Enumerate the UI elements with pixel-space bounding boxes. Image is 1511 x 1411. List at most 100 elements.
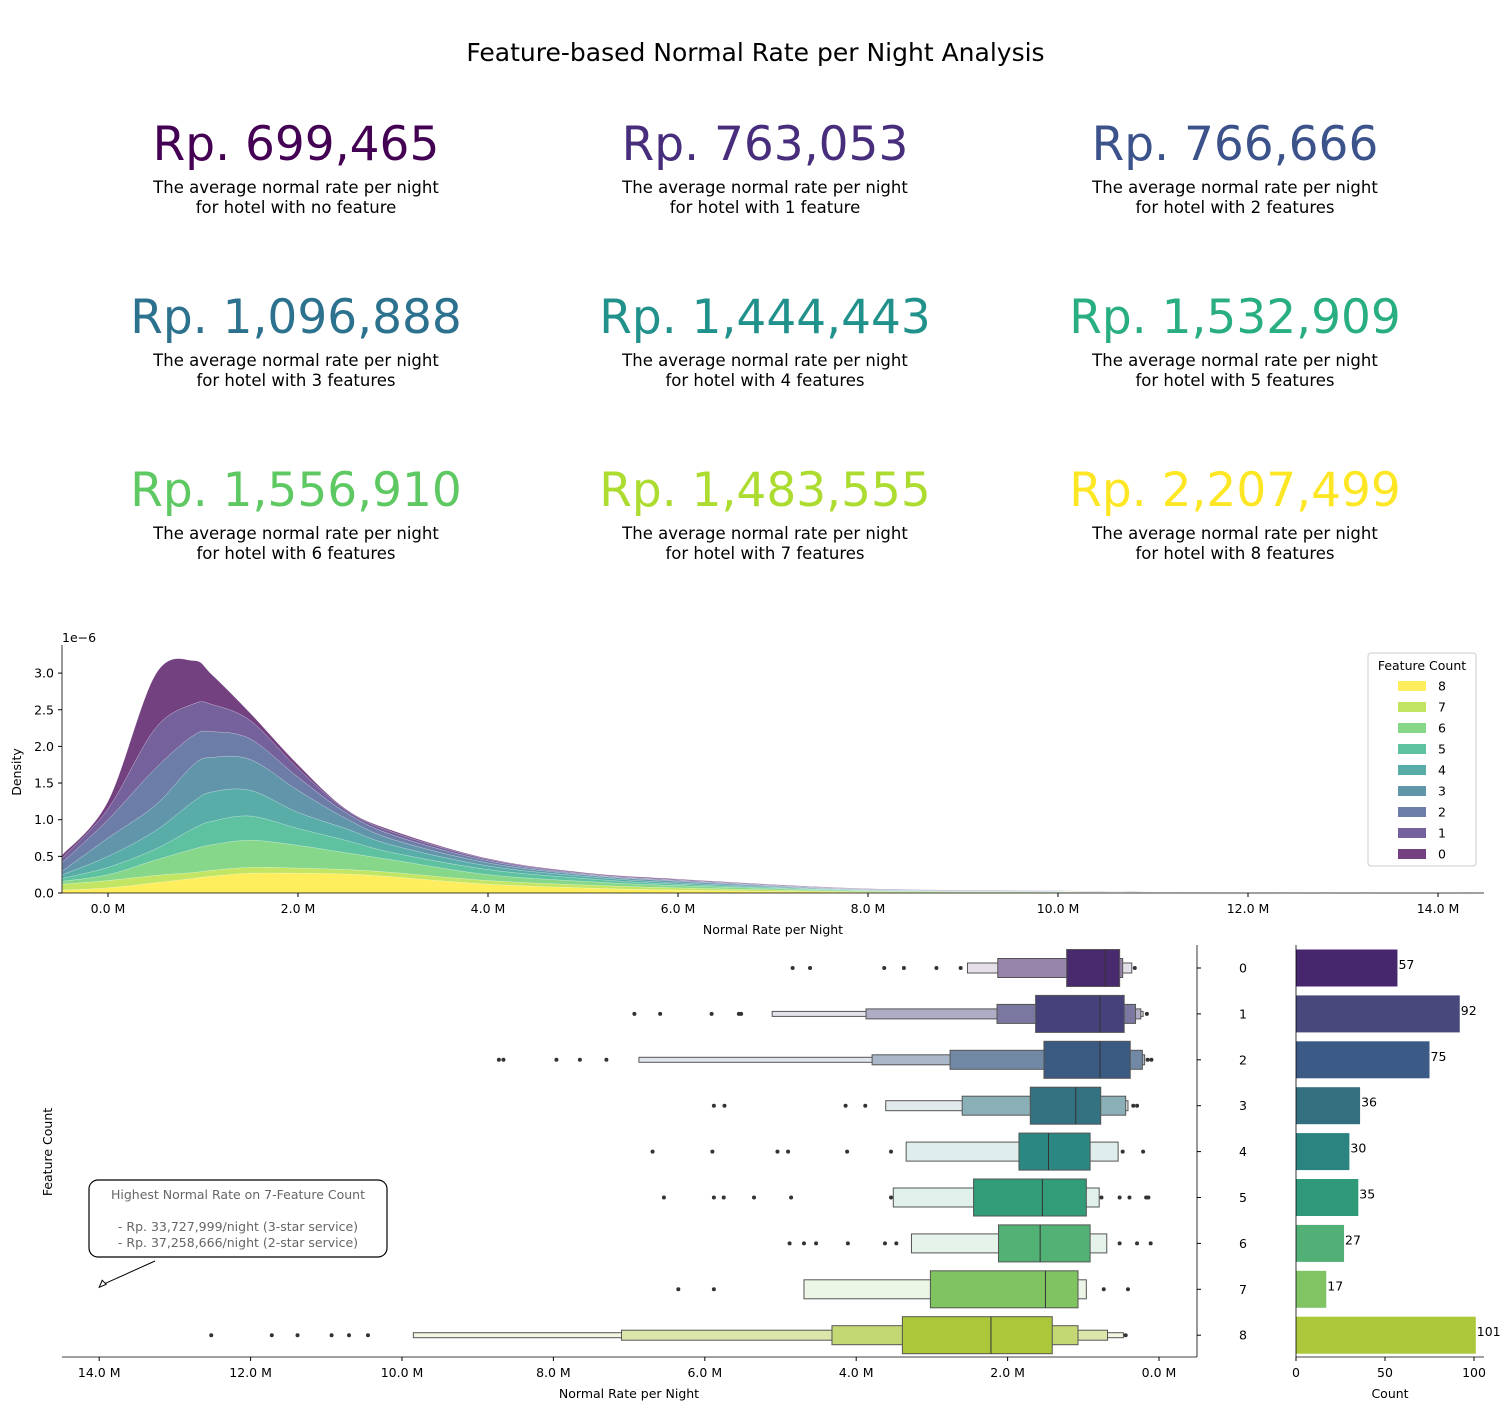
legend-label-8: 8: [1438, 679, 1446, 694]
legend-label-6: 6: [1438, 721, 1446, 736]
boxen-row-0: [790, 949, 1137, 987]
boxen-outlier: [1099, 1195, 1104, 1200]
boxen-outlier: [901, 966, 906, 970]
boxen-outlier: [632, 1011, 637, 1016]
boxen-row-1: [632, 994, 1149, 1033]
density-legend: Feature Count 8 7 6 5 4 3 2 1 0: [1367, 652, 1477, 867]
density-x-tick-label: 10.0 M: [1037, 901, 1080, 916]
count-bar-4: [1296, 1133, 1350, 1171]
boxen-outlier: [845, 1149, 850, 1154]
boxen-outlier: [1120, 1149, 1125, 1154]
legend-label-2: 2: [1438, 805, 1446, 820]
legend-label-5: 5: [1438, 742, 1446, 757]
kpi-caption-line1: The average normal rate per night: [1092, 524, 1378, 543]
boxen-x-label: Normal Rate per Night: [559, 1386, 699, 1401]
boxen-outlier: [347, 1333, 352, 1338]
boxen-level-1: [1035, 994, 1125, 1033]
kpi-value: Rp. 763,053: [621, 117, 909, 172]
boxen-outlier: [496, 1057, 501, 1062]
kpi-caption-line2: for hotel with no feature: [195, 198, 397, 217]
boxen-y-tick-label: 1: [1239, 1006, 1247, 1021]
kpi-caption-line1: The average normal rate per night: [153, 351, 439, 370]
kpi-caption-line2: for hotel with 5 features: [1135, 371, 1335, 390]
boxen-outlier: [269, 1333, 274, 1338]
boxen-outlier: [710, 1149, 715, 1154]
legend-swatch-4: [1398, 765, 1426, 775]
density-x-label: Normal Rate per Night: [703, 922, 843, 937]
annotation-box: [88, 1179, 388, 1258]
density-x-tick-label: 6.0 M: [661, 901, 696, 916]
boxen-level-1: [998, 1224, 1091, 1263]
boxen-row-3: [711, 1086, 1140, 1125]
kpi-caption-line1: The average normal rate per night: [153, 178, 439, 197]
annotation-line: Highest Normal Rate on 7-Feature Count: [111, 1187, 365, 1202]
kpi-card-3: Rp. 1,096,888 The average normal rate per…: [61, 291, 531, 391]
kpi-caption-line1: The average normal rate per night: [622, 178, 908, 197]
boxen-x-tick-label: 12.0 M: [229, 1365, 272, 1380]
boxen-outlier: [658, 1011, 663, 1016]
boxen-outlier: [843, 1103, 848, 1108]
count-bar-label: 92: [1461, 1003, 1477, 1018]
boxen-outlier: [329, 1333, 334, 1338]
kpi-card-1: Rp. 763,053 The average normal rate per n…: [530, 118, 1000, 218]
boxen-outlier: [739, 1011, 744, 1016]
kpi-value: Rp. 1,444,443: [599, 290, 931, 345]
density-x-tick-label: 0.0 M: [91, 901, 126, 916]
density-x-tick-label: 2.0 M: [281, 901, 316, 916]
boxen-outlier: [1125, 1287, 1130, 1292]
kpi-card-2: Rp. 766,666 The average normal rate per n…: [1000, 118, 1470, 218]
boxen-outlier: [365, 1333, 370, 1338]
boxen-outlier: [1135, 1241, 1140, 1246]
boxen-row-6: [787, 1224, 1153, 1263]
boxen-outlier: [1101, 1287, 1106, 1292]
boxen-outlier: [501, 1057, 506, 1062]
kpi-value: Rp. 1,556,910: [130, 463, 462, 518]
density-y-tick-label: 1.0: [34, 812, 54, 827]
boxen-outlier: [787, 1241, 792, 1246]
boxen-outlier: [711, 1287, 716, 1292]
count-x-tick-label: 50: [1377, 1365, 1393, 1380]
boxen-outlier: [814, 1241, 819, 1246]
density-offset-label: 1e−6: [62, 630, 96, 645]
density-x-tick-label: 8.0 M: [851, 901, 886, 916]
kpi-value: Rp. 766,666: [1091, 117, 1379, 172]
boxen-outlier: [650, 1149, 655, 1154]
boxen-row-5: [661, 1178, 1151, 1217]
boxen-y-tick-label: 0: [1239, 961, 1247, 976]
boxen-outlier: [709, 1011, 714, 1016]
boxen-outlier: [661, 1195, 666, 1200]
boxen-outlier: [1149, 1057, 1154, 1062]
boxen-outlier: [722, 1103, 727, 1108]
count-bar-label: 30: [1350, 1141, 1366, 1156]
kpi-caption-line2: for hotel with 3 features: [196, 371, 396, 390]
boxen-x-tick-label: 2.0 M: [990, 1365, 1025, 1380]
annotation-callout: Highest Normal Rate on 7-Feature Count - …: [88, 1179, 388, 1289]
boxen-outlier: [209, 1333, 214, 1338]
kpi-caption-line1: The average normal rate per night: [1092, 178, 1378, 197]
boxen-y-tick-label: 3: [1239, 1098, 1247, 1113]
boxen-outlier: [882, 966, 887, 970]
legend-swatch-1: [1398, 828, 1426, 838]
boxen-outlier: [1141, 1149, 1146, 1154]
legend-label-1: 1: [1438, 826, 1446, 841]
density-y-tick-label: 3.0: [34, 666, 54, 681]
boxen-y-tick-label: 7: [1239, 1282, 1247, 1297]
count-bar-0: [1296, 949, 1398, 987]
boxen-outlier: [676, 1287, 681, 1292]
legend-frame: [1367, 652, 1477, 867]
count-bar-6: [1296, 1224, 1345, 1262]
count-x-label: Count: [1371, 1386, 1408, 1401]
boxen-row-8: [209, 1316, 1128, 1355]
boxen-y-tick-label: 4: [1239, 1144, 1247, 1159]
count-bar-label: 35: [1359, 1187, 1375, 1202]
boxen-outlier: [958, 966, 963, 970]
legend-label-4: 4: [1438, 763, 1446, 778]
boxen-outlier: [721, 1195, 726, 1200]
boxen-outlier: [1144, 1011, 1149, 1016]
kpi-value: Rp. 1,483,555: [599, 463, 931, 518]
density-y-tick-label: 0.5: [34, 849, 54, 864]
boxen-outlier: [752, 1195, 757, 1200]
boxen-y-label: Feature Count: [40, 1108, 55, 1196]
kpi-caption-line1: The average normal rate per night: [153, 524, 439, 543]
